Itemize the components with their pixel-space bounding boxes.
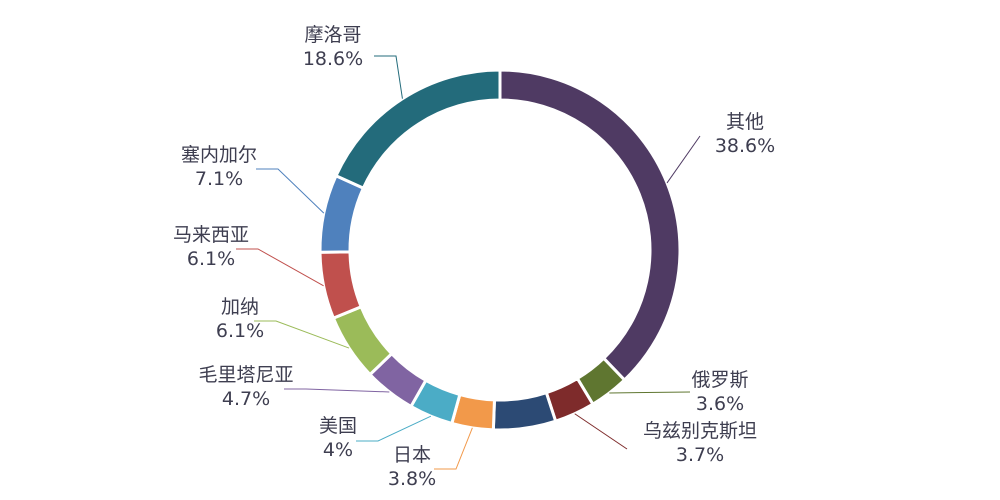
slice-percent-1: 38.6% xyxy=(715,135,775,157)
slice-percent-6: 4% xyxy=(323,439,353,461)
leader-line-10 xyxy=(256,168,325,214)
slice-label-7: 毛里塔尼亚 xyxy=(198,364,293,386)
slice-1 xyxy=(498,68,682,383)
slice-10 xyxy=(318,173,366,254)
slice-label-2: 俄罗斯 xyxy=(691,369,748,391)
slice-label-8: 加纳 xyxy=(221,296,259,318)
slice-percent-2: 3.6% xyxy=(696,393,744,415)
slice-percent-7: 4.7% xyxy=(222,388,270,410)
slice-label-1: 其他 xyxy=(726,111,764,133)
slice-percent-3: 3.7% xyxy=(676,444,724,466)
slice-label-3: 乌兹别克斯坦 xyxy=(643,420,757,442)
slice-label-9: 马来西亚 xyxy=(173,224,249,246)
leader-line-11 xyxy=(374,55,403,99)
leader-lines-group xyxy=(236,55,701,470)
slice-percent-11: 18.6% xyxy=(303,48,363,70)
leader-line-8 xyxy=(254,320,350,349)
leader-line-6 xyxy=(356,415,432,442)
leader-line-5 xyxy=(434,427,473,470)
slice-label-5: 日本 xyxy=(393,444,431,466)
slice-percent-5: 3.8% xyxy=(388,468,436,490)
slices-group xyxy=(318,68,682,432)
leader-line-2 xyxy=(609,391,691,394)
slice-percent-9: 6.1% xyxy=(187,248,235,270)
leader-line-9 xyxy=(236,248,324,287)
slice-percent-8: 6.1% xyxy=(216,320,264,342)
slice-percent-10: 7.1% xyxy=(195,168,243,190)
slice-11 xyxy=(334,68,502,191)
slice-9 xyxy=(318,250,364,321)
slice-label-10: 塞内加尔 xyxy=(181,144,257,166)
slice-4 xyxy=(491,390,558,432)
leader-line-3 xyxy=(574,413,628,450)
leader-line-7 xyxy=(284,388,390,393)
slice-label-11: 摩洛哥 xyxy=(304,24,361,46)
slice-label-6: 美国 xyxy=(319,415,357,437)
leader-line-1 xyxy=(666,135,701,184)
